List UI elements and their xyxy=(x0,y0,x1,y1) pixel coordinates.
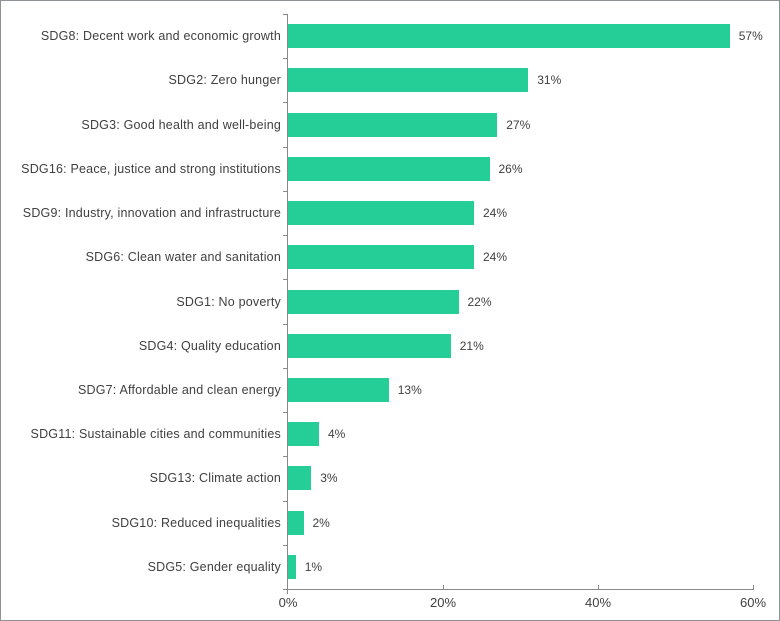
value-axis-tick xyxy=(287,590,288,594)
value-label: 21% xyxy=(459,338,484,353)
category-axis-tick xyxy=(283,324,287,325)
bar xyxy=(288,554,296,579)
category-label: SDG3: Good health and well-being xyxy=(81,117,281,132)
bar xyxy=(288,156,490,181)
category-axis-tick xyxy=(283,147,287,148)
value-label: 3% xyxy=(320,471,338,486)
plot-area: 57% 31% 27% 26% 24% 24% 22% 21% 13% 4% 3% 2% 1% 0% 20… xyxy=(279,14,766,610)
value-label: 57% xyxy=(738,29,763,44)
category-label: SDG9: Industry, innovation and infrastru… xyxy=(22,206,281,221)
bar xyxy=(288,68,529,93)
value-axis-line xyxy=(287,589,754,590)
value-label: 13% xyxy=(397,382,422,397)
value-axis-tick-label: 40% xyxy=(584,595,612,610)
category-axis-tick xyxy=(283,235,287,236)
value-label: 31% xyxy=(537,73,562,88)
bar xyxy=(288,466,312,491)
bar xyxy=(288,289,459,314)
value-label: 26% xyxy=(498,161,523,176)
value-axis-tick xyxy=(753,585,754,589)
value-axis-tick xyxy=(598,585,599,589)
bar xyxy=(288,24,730,49)
category-axis-tick xyxy=(283,279,287,280)
value-axis-tick-label: 20% xyxy=(429,595,457,610)
category-label: SDG13: Climate action xyxy=(149,471,281,486)
category-axis-tick xyxy=(283,412,287,413)
bar xyxy=(288,201,474,226)
value-label: 24% xyxy=(483,250,508,265)
value-label: 1% xyxy=(304,559,323,574)
category-axis-tick xyxy=(283,545,287,546)
bar xyxy=(288,333,451,358)
value-axis-tick-label: 0% xyxy=(278,595,298,610)
category-axis-tick xyxy=(283,58,287,59)
category-label: SDG10: Reduced inequalities xyxy=(111,515,281,530)
category-axis-tick xyxy=(283,589,287,590)
category-axis-tick xyxy=(283,102,287,103)
value-label: 22% xyxy=(467,294,492,309)
category-label: SDG7: Affordable and clean energy xyxy=(77,382,281,397)
category-label: SDG6: Clean water and sanitation xyxy=(85,250,281,265)
category-label: SDG11: Sustainable cities and communitie… xyxy=(30,427,281,442)
category-axis-tick xyxy=(283,501,287,502)
value-axis-tick-label: 60% xyxy=(739,595,767,610)
category-axis-line xyxy=(287,14,288,590)
category-label: SDG5: Gender equality xyxy=(147,559,281,574)
category-label: SDG4: Quality education xyxy=(138,338,281,353)
category-label: SDG8: Decent work and economic growth xyxy=(40,29,281,44)
value-label: 2% xyxy=(312,515,330,530)
bar xyxy=(288,112,498,137)
bar xyxy=(288,377,389,402)
value-label: 27% xyxy=(506,117,531,132)
category-label: SDG1: No poverty xyxy=(176,294,281,309)
category-axis-tick xyxy=(283,14,287,15)
value-label: 4% xyxy=(328,427,346,442)
bar xyxy=(288,510,304,535)
category-axis-tick xyxy=(283,456,287,457)
category-axis-tick xyxy=(283,368,287,369)
category-label: SDG16: Peace, justice and strong institu… xyxy=(21,161,281,176)
value-label: 24% xyxy=(483,206,508,221)
category-axis-tick xyxy=(283,191,287,192)
category-label: SDG2: Zero hunger xyxy=(168,73,281,88)
bar xyxy=(288,422,319,447)
bar xyxy=(288,245,474,270)
value-axis-tick xyxy=(443,585,444,589)
